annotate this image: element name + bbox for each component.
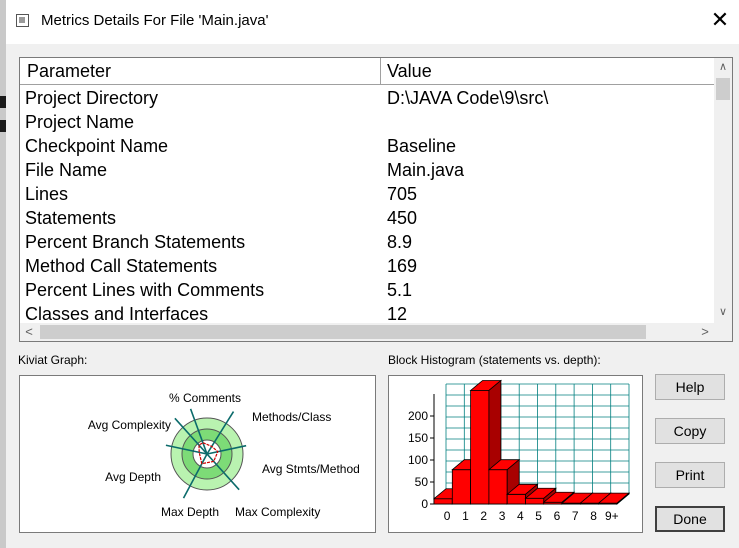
kiviat-axis <box>165 444 208 455</box>
table-row[interactable]: Percent Lines with Comments 5.1 <box>20 279 714 303</box>
vertical-scroll-thumb[interactable] <box>716 78 730 100</box>
background-window-edge <box>0 0 6 548</box>
x-tick-label: 8 <box>590 509 597 523</box>
horizontal-scroll-thumb[interactable] <box>40 325 646 339</box>
parameter-cell: Percent Lines with Comments <box>25 280 265 300</box>
value-cell: 450 <box>387 208 418 228</box>
kiviat-axis-label: Avg Stmts/Method <box>262 462 360 476</box>
histogram-bar <box>433 498 453 505</box>
parameter-cell: Checkpoint Name <box>25 136 169 156</box>
x-tick-label: 2 <box>480 509 487 523</box>
kiviat-axis-label: Methods/Class <box>252 410 331 424</box>
x-tick-label: 3 <box>499 509 506 523</box>
kiviat-label: Kiviat Graph: <box>18 353 88 367</box>
scroll-right-icon[interactable]: > <box>701 324 709 339</box>
histogram-label: Block Histogram (statements vs. depth): <box>388 353 601 367</box>
value-cell: 5.1 <box>387 280 413 300</box>
column-header-value[interactable]: Value <box>387 61 432 81</box>
kiviat-graph: % Comments Methods/Class Avg Stmts/Method M… <box>88 391 360 519</box>
histogram-bar <box>525 497 545 505</box>
kiviat-axis-label: Avg Depth <box>105 470 161 484</box>
parameter-cell: Project Name <box>25 112 135 132</box>
y-tick-label: 150 <box>408 431 428 445</box>
parameter-cell: Percent Branch Statements <box>25 232 246 252</box>
print-button[interactable]: Print <box>655 462 725 488</box>
scroll-down-icon[interactable]: ∨ <box>718 306 728 318</box>
background-mark <box>0 96 6 108</box>
table-row[interactable]: Method Call Statements 169 <box>20 255 714 279</box>
scroll-up-icon[interactable]: ∧ <box>718 61 728 73</box>
table-row[interactable]: Lines 705 <box>20 183 714 207</box>
y-tick-label: 100 <box>408 453 428 467</box>
parameter-cell: Classes and Interfaces <box>25 304 209 324</box>
kiviat-axis-label: Max Complexity <box>235 505 320 519</box>
close-icon[interactable]: ✕ <box>710 7 730 32</box>
y-tick-label: 50 <box>415 475 429 489</box>
table-row[interactable]: Statements 450 <box>20 207 714 231</box>
y-tick-label: 200 <box>408 409 428 423</box>
horizontal-scrollbar[interactable]: < > <box>20 323 714 341</box>
window-title: Metrics Details For File 'Main.java' <box>41 12 269 29</box>
value-cell: 12 <box>387 304 408 324</box>
kiviat-data-polygon <box>198 442 219 465</box>
x-tick-label: 6 <box>554 509 561 523</box>
value-cell: D:\JAVA Code\9\src\ <box>387 88 549 108</box>
parameter-cell: Method Call Statements <box>25 256 218 276</box>
table-row[interactable]: Project Directory D:\JAVA Code\9\src\ <box>20 87 714 111</box>
kiviat-axis <box>206 444 247 455</box>
parameter-cell: File Name <box>25 160 108 180</box>
scroll-left-icon[interactable]: < <box>25 324 33 339</box>
kiviat-axis-label: % Comments <box>169 391 241 405</box>
kiviat-axis-label: Avg Complexity <box>88 418 171 432</box>
background-mark <box>0 120 6 132</box>
metrics-dialog: Metrics Details For File 'Main.java' ✕ P… <box>6 0 739 548</box>
value-cell: Baseline <box>387 136 457 156</box>
kiviat-axis <box>206 411 235 455</box>
parameter-cell: Project Directory <box>25 88 159 108</box>
histogram-bar <box>451 469 471 505</box>
histogram-panel: 0 50 100 150 200 0 1 2 3 4 5 6 7 8 9+ <box>388 375 643 533</box>
value-cell: 8.9 <box>387 232 413 252</box>
vertical-scrollbar[interactable]: ∧ ∨ <box>714 58 732 323</box>
table-row[interactable]: Percent Branch Statements 8.9 <box>20 231 714 255</box>
table-row[interactable]: File Name Main.java <box>20 159 714 183</box>
kiviat-axis <box>189 408 208 455</box>
table-row[interactable]: Checkpoint Name Baseline <box>20 135 714 159</box>
x-tick-label: 7 <box>572 509 579 523</box>
value-cell: 169 <box>387 256 418 276</box>
kiviat-axis <box>206 453 240 491</box>
histogram-bar <box>488 469 508 505</box>
x-tick-label: 5 <box>535 509 542 523</box>
title-bar: Metrics Details For File 'Main.java' ✕ <box>6 0 739 44</box>
done-button[interactable]: Done <box>655 506 725 532</box>
x-tick-label: 0 <box>444 509 451 523</box>
histogram-bar-side <box>616 492 630 505</box>
value-cell: Main.java <box>387 160 465 180</box>
column-divider[interactable] <box>380 58 381 84</box>
table-header: Parameter Value <box>20 58 714 85</box>
kiviat-axis <box>182 453 208 499</box>
copy-button[interactable]: Copy <box>655 418 725 444</box>
kiviat-axis-label: Max Depth <box>161 505 219 519</box>
kiviat-axis <box>174 417 208 455</box>
value-cell: 705 <box>387 184 418 204</box>
parameter-cell: Statements <box>25 208 117 228</box>
y-tick-label: 0 <box>421 497 428 511</box>
metrics-table[interactable]: Parameter Value Project Directory D:\JAVA… <box>19 57 733 342</box>
histogram-bar <box>470 390 490 505</box>
kiviat-panel: % Comments Methods/Class Avg Stmts/Method M… <box>19 375 376 533</box>
x-tick-label: 4 <box>517 509 524 523</box>
histogram-bar <box>506 493 526 505</box>
x-tick-label: 1 <box>462 509 469 523</box>
app-icon <box>16 14 29 27</box>
table-row[interactable]: Classes and Interfaces 12 <box>20 303 714 327</box>
parameter-cell: Lines <box>25 184 69 204</box>
column-header-parameter[interactable]: Parameter <box>27 61 112 81</box>
table-row[interactable]: Project Name <box>20 111 714 135</box>
x-tick-label: 9+ <box>605 509 619 523</box>
help-button[interactable]: Help <box>655 374 725 400</box>
scrollbar-corner <box>714 323 732 341</box>
